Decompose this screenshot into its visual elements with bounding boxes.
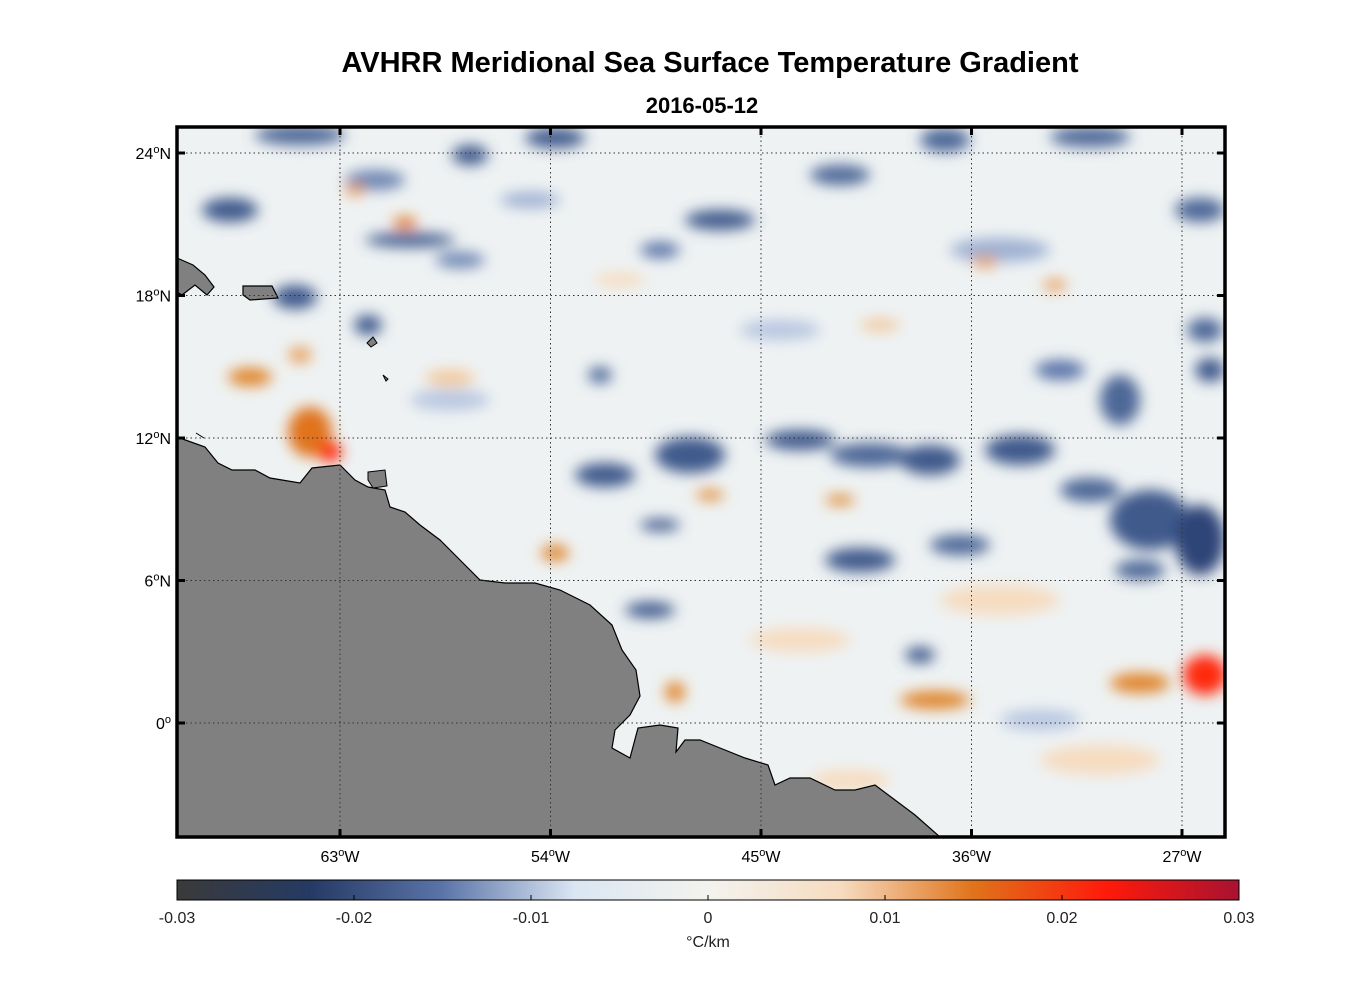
graticule [177,127,1225,837]
colorbar-tick-label-5: 0.02 [1046,910,1077,927]
small-island-3 [195,432,205,439]
lon-label-3: 36oW [952,847,992,866]
map-frame [175,125,1227,839]
lat-label-1: 18oN [136,287,171,306]
coastal-island [367,469,388,489]
colorbar: -0.03 -0.02 -0.01 0 0.01 0.02 0.03 °C/km [159,879,1255,951]
axis-ticks [177,127,1225,837]
small-antilles-island-2 [382,374,389,382]
colorbar-tick-label-1: -0.02 [336,910,373,927]
longitude-labels: 63oW 54oW 45oW 36oW 27oW [320,847,1202,866]
south-america-coast [176,436,942,838]
colorbar-tick-label-3: 0 [704,910,713,927]
puerto-rico-island [242,285,279,301]
map-date-subtitle: 2016-05-12 [645,93,759,118]
colorbar-ticks: -0.03 -0.02 -0.01 0 0.01 0.02 0.03 [159,895,1255,927]
lat-label-2: 12oN [136,429,171,448]
lat-label-3: 6oN [144,572,171,591]
lat-label-4: 0o [156,714,171,733]
latitude-labels: 24oN 18oN 12oN 6oN 0o [136,144,171,733]
colorbar-tick-label-6: 0.03 [1223,910,1254,927]
colorbar-unit-label: °C/km [686,934,730,951]
lon-label-2: 45oW [741,847,781,866]
lon-label-0: 63oW [320,847,360,866]
small-antilles-island-1 [366,336,378,348]
lon-label-4: 27oW [1162,847,1202,866]
colorbar-tick-label-0: -0.03 [159,910,196,927]
lon-label-1: 54oW [531,847,571,866]
gradient-blobs [202,127,1225,790]
map-title: AVHRR Meridional Sea Surface Temperature… [341,47,1079,79]
lat-label-0: 24oN [136,144,171,163]
colorbar-tick-label-4: 0.01 [869,910,900,927]
colorbar-tick-label-2: -0.01 [513,910,550,927]
